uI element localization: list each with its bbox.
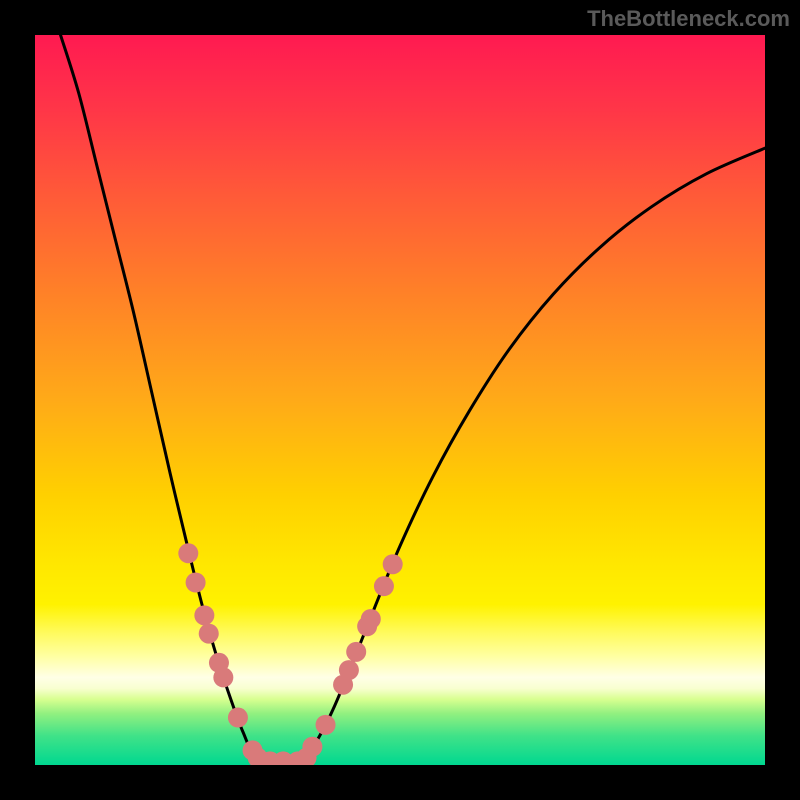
data-marker	[213, 667, 233, 687]
plot-area	[35, 35, 765, 765]
data-marker	[346, 642, 366, 662]
data-marker	[339, 660, 359, 680]
data-marker	[194, 605, 214, 625]
data-marker	[302, 737, 322, 757]
data-marker	[199, 624, 219, 644]
data-marker	[316, 715, 336, 735]
data-marker	[374, 576, 394, 596]
data-marker	[186, 573, 206, 593]
data-marker	[361, 609, 381, 629]
watermark-text: TheBottleneck.com	[587, 6, 790, 32]
chart-svg	[35, 35, 765, 765]
data-marker	[178, 543, 198, 563]
chart-container: TheBottleneck.com	[0, 0, 800, 800]
data-marker	[383, 554, 403, 574]
data-marker	[228, 708, 248, 728]
gradient-background	[35, 35, 765, 765]
